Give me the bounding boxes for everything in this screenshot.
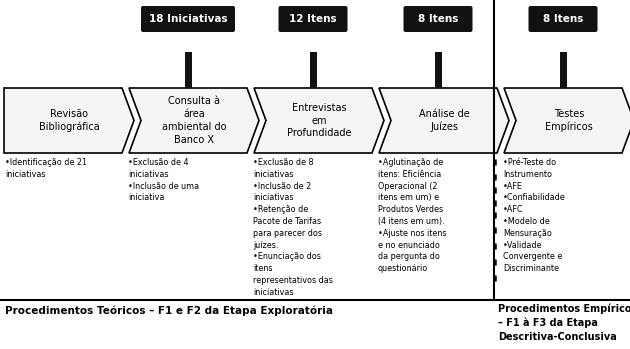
Text: Procedimentos Teóricos – F1 e F2 da Etapa Exploratória: Procedimentos Teóricos – F1 e F2 da Etap… xyxy=(5,306,333,317)
Text: 18 Iniciativas: 18 Iniciativas xyxy=(149,14,227,24)
Text: •Aglutinação de
itens: Eficiência
Operacional (2
itens em um) e
Produtos Verdes
: •Aglutinação de itens: Eficiência Operac… xyxy=(378,158,447,273)
Text: •Identificação de 21
iniciativas: •Identificação de 21 iniciativas xyxy=(5,158,87,179)
Polygon shape xyxy=(129,88,259,153)
Text: Entrevistas
em
Profundidade: Entrevistas em Profundidade xyxy=(287,103,352,138)
Text: Consulta à
área
ambiental do
Banco X: Consulta à área ambiental do Banco X xyxy=(162,96,226,145)
Polygon shape xyxy=(504,88,630,153)
Text: •Exclusão de 8
iniciativas
•Inclusão de 2
iniciativas
•Retenção de
Pacote de Tar: •Exclusão de 8 iniciativas •Inclusão de … xyxy=(253,158,333,297)
Text: 8 Itens: 8 Itens xyxy=(418,14,458,24)
Text: Revisão
Bibliográfica: Revisão Bibliográfica xyxy=(38,109,100,132)
Text: 12 Itens: 12 Itens xyxy=(289,14,337,24)
FancyBboxPatch shape xyxy=(529,6,597,32)
Text: •Exclusão de 4
iniciativas
•Inclusão de uma
iniciativa: •Exclusão de 4 iniciativas •Inclusão de … xyxy=(128,158,199,202)
Polygon shape xyxy=(254,88,384,153)
Bar xyxy=(559,52,566,88)
Bar xyxy=(435,52,442,88)
Text: Testes
Empíricos: Testes Empíricos xyxy=(545,109,593,132)
Polygon shape xyxy=(379,88,509,153)
FancyBboxPatch shape xyxy=(141,6,235,32)
Text: 8 Itens: 8 Itens xyxy=(543,14,583,24)
FancyBboxPatch shape xyxy=(278,6,348,32)
Text: Análise de
Juízes: Análise de Juízes xyxy=(418,109,469,132)
Text: •Pré-Teste do
Instrumento
•AFE
•Confiabilidade
•AFC
•Modelo de
Mensuração
•Valid: •Pré-Teste do Instrumento •AFE •Confiabi… xyxy=(503,158,566,273)
Bar xyxy=(309,52,316,88)
Text: Procedimentos Empíricos
– F1 à F3 da Etapa
Descritiva-Conclusiva: Procedimentos Empíricos – F1 à F3 da Eta… xyxy=(498,304,630,342)
Bar xyxy=(185,52,192,88)
Polygon shape xyxy=(4,88,134,153)
FancyBboxPatch shape xyxy=(403,6,472,32)
